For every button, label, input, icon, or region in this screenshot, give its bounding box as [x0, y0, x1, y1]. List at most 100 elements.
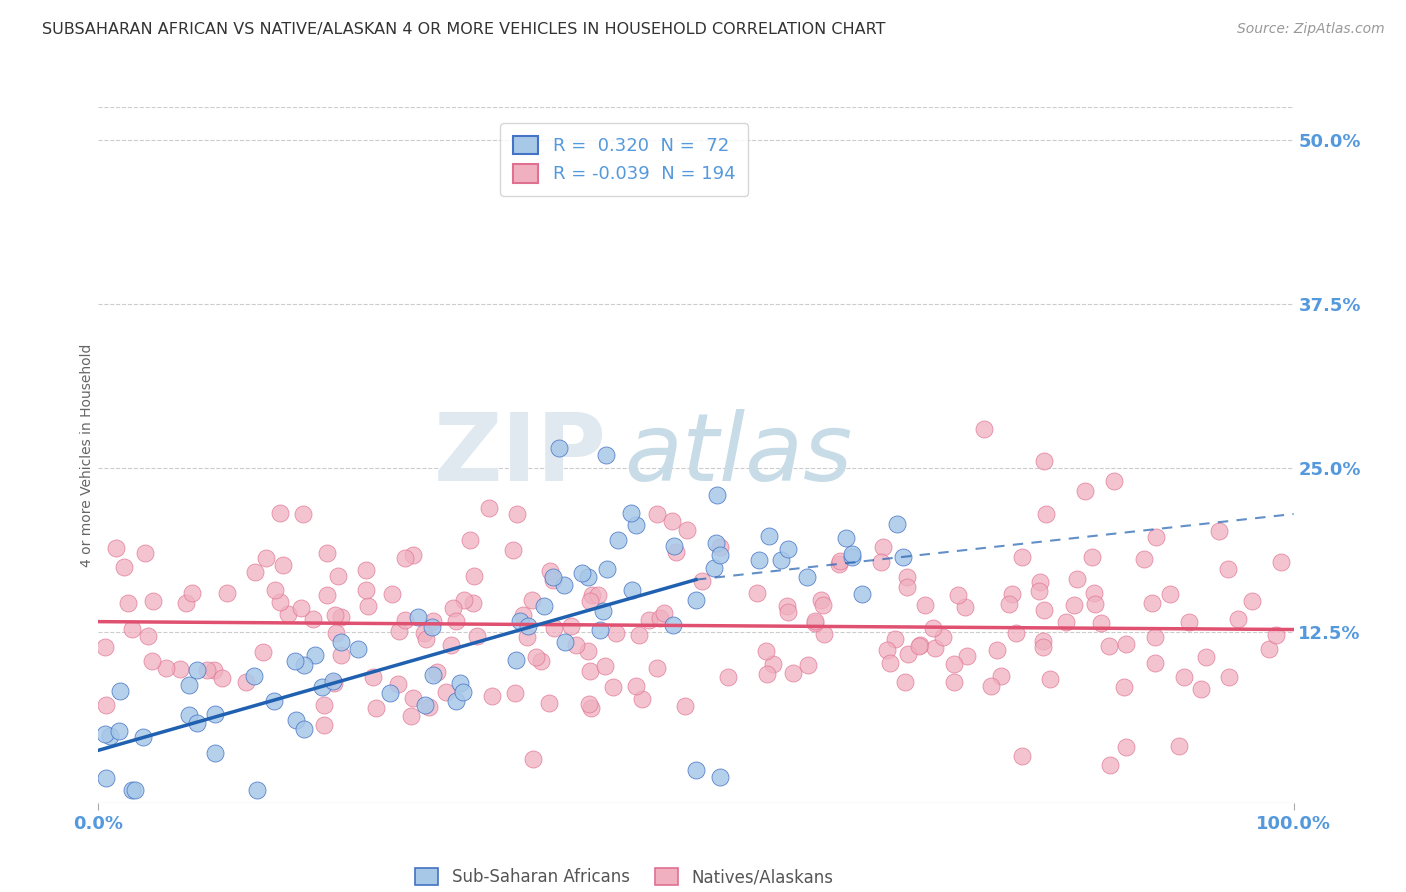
Point: [924, 640, 946, 655]
Point: [908, 639, 931, 653]
Point: [948, 588, 970, 602]
Point: [413, 698, 436, 712]
Point: [661, 514, 683, 528]
Point: [177, 707, 200, 722]
Point: [782, 665, 804, 680]
Point: [879, 657, 901, 671]
Point: [886, 516, 908, 531]
Point: [304, 648, 326, 662]
Point: [673, 698, 696, 713]
Point: [204, 746, 226, 760]
Point: [595, 448, 617, 462]
Point: [93, 640, 115, 654]
Point: [136, 629, 159, 643]
Point: [685, 593, 707, 607]
Point: [478, 501, 501, 516]
Point: [942, 657, 965, 671]
Point: [1001, 587, 1024, 601]
Point: [399, 709, 422, 723]
Point: [797, 657, 820, 672]
Point: [269, 594, 291, 608]
Point: [648, 611, 671, 625]
Point: [330, 610, 353, 624]
Point: [294, 658, 316, 673]
Point: [758, 529, 780, 543]
Point: [1011, 549, 1033, 564]
Point: [581, 701, 603, 715]
Point: [246, 782, 269, 797]
Point: [747, 585, 769, 599]
Point: [828, 554, 851, 568]
Point: [453, 593, 475, 607]
Point: [434, 685, 457, 699]
Point: [605, 626, 627, 640]
Point: [1099, 758, 1122, 772]
Point: [1178, 615, 1201, 629]
Point: [755, 644, 778, 658]
Point: [264, 582, 287, 597]
Point: [602, 680, 624, 694]
Point: [1115, 740, 1137, 755]
Point: [1140, 596, 1163, 610]
Point: [955, 600, 977, 615]
Point: [354, 582, 377, 597]
Point: [1081, 550, 1104, 565]
Point: [631, 692, 654, 706]
Point: [541, 570, 564, 584]
Point: [520, 592, 543, 607]
Point: [607, 533, 630, 547]
Point: [169, 662, 191, 676]
Point: [481, 689, 503, 703]
Point: [553, 578, 575, 592]
Point: [388, 624, 411, 639]
Point: [273, 558, 295, 572]
Legend: Sub-Saharan Africans, Natives/Alaskans: Sub-Saharan Africans, Natives/Alaskans: [406, 860, 842, 892]
Point: [804, 616, 827, 631]
Point: [215, 586, 238, 600]
Point: [538, 564, 561, 578]
Point: [408, 609, 430, 624]
Point: [931, 630, 953, 644]
Point: [645, 661, 668, 675]
Point: [811, 598, 834, 612]
Point: [1194, 650, 1216, 665]
Point: [834, 531, 856, 545]
Point: [354, 563, 377, 577]
Point: [870, 555, 893, 569]
Point: [329, 634, 352, 648]
Point: [134, 546, 156, 560]
Point: [242, 669, 264, 683]
Point: [387, 677, 409, 691]
Point: [441, 601, 464, 615]
Point: [204, 707, 226, 722]
Point: [186, 663, 208, 677]
Point: [394, 613, 416, 627]
Point: [506, 507, 529, 521]
Point: [502, 543, 524, 558]
Point: [579, 594, 602, 608]
Point: [876, 642, 898, 657]
Point: [703, 561, 725, 575]
Point: [596, 562, 619, 576]
Point: [1159, 587, 1181, 601]
Point: [517, 618, 540, 632]
Point: [1032, 634, 1054, 648]
Point: [554, 634, 576, 648]
Point: [458, 533, 481, 547]
Point: [451, 684, 474, 698]
Point: [921, 621, 943, 635]
Point: [314, 718, 336, 732]
Point: [98, 729, 121, 743]
Point: [402, 690, 425, 705]
Point: [254, 551, 277, 566]
Point: [121, 782, 143, 797]
Point: [748, 553, 770, 567]
Point: [956, 648, 979, 663]
Point: [592, 605, 614, 619]
Point: [302, 612, 325, 626]
Point: [571, 566, 593, 581]
Point: [626, 517, 648, 532]
Point: [637, 613, 659, 627]
Point: [776, 541, 799, 556]
Point: [1167, 739, 1189, 753]
